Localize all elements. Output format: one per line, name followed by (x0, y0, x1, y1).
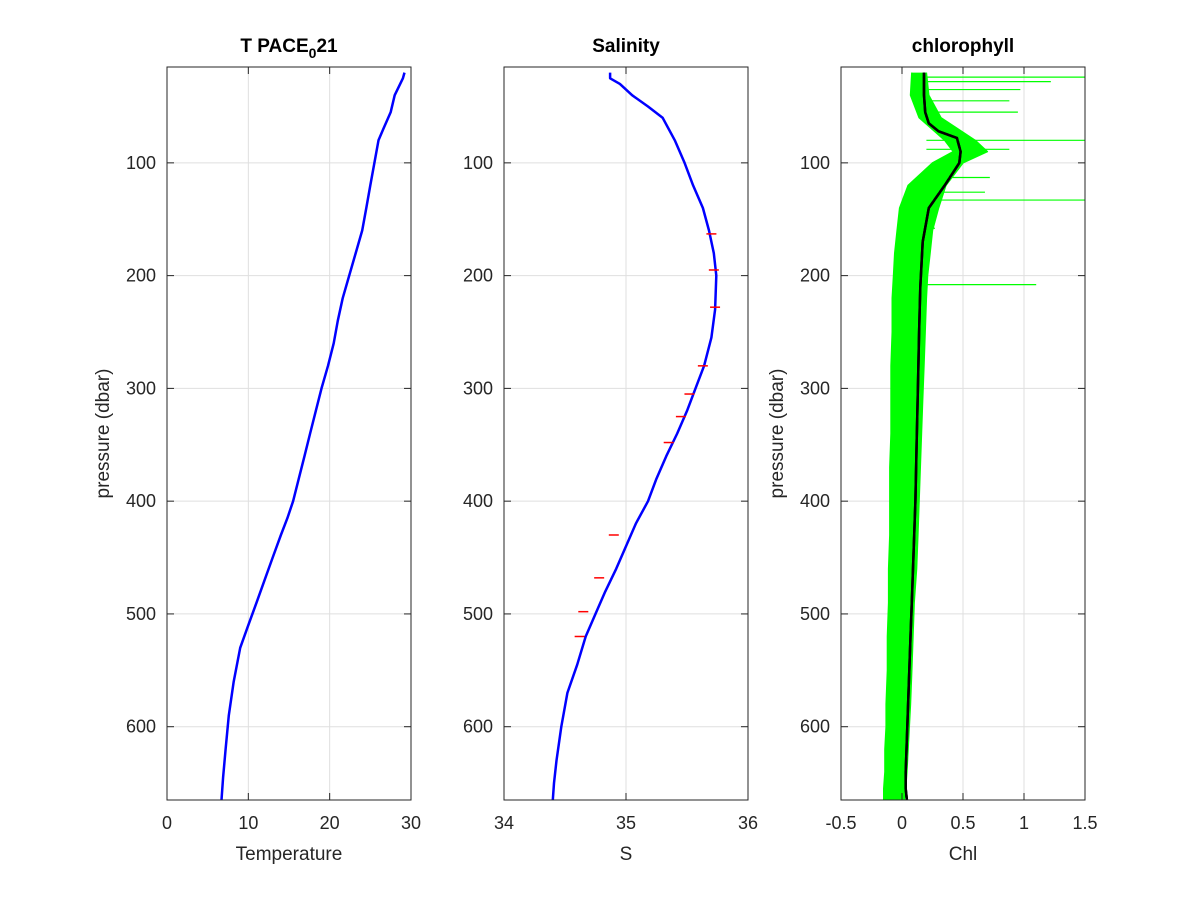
series-group (883, 72, 1085, 800)
series-line (551, 72, 718, 800)
y-tick-label: 400 (126, 491, 156, 511)
y-tick-label: 100 (463, 153, 493, 173)
y-tick-label: 300 (800, 378, 830, 398)
y-tick-label: 100 (800, 153, 830, 173)
chart-title: Salinity (592, 36, 660, 57)
x-axis-label: Chl (949, 844, 978, 865)
x-tick-label: 35 (616, 813, 636, 833)
x-tick-label: 34 (494, 813, 514, 833)
chart-title: chlorophyll (912, 36, 1014, 57)
series-group (220, 72, 406, 800)
y-axis-label: pressure (dbar) (93, 369, 114, 499)
y-tick-label: 300 (463, 378, 493, 398)
y-tick-label: 500 (800, 604, 830, 624)
y-tick-label: 100 (126, 153, 156, 173)
chart-title: T PACE021 (240, 36, 338, 61)
x-tick-label: 30 (401, 813, 421, 833)
x-tick-label: 20 (320, 813, 340, 833)
chart-panel-1: 0 10 20 30 100 200 300 400 500 600 Temperature pres… (93, 36, 421, 865)
x-tick-label: 10 (238, 813, 258, 833)
x-tick-label: 0 (162, 813, 172, 833)
x-tick-label: 36 (738, 813, 758, 833)
y-tick-label: 400 (463, 491, 493, 511)
axes-box (166, 66, 412, 801)
x-axis-label: S (620, 844, 633, 865)
y-tick-label: 200 (800, 266, 830, 286)
y-tick-label: 200 (463, 266, 493, 286)
chart-panel-2: 34 35 36 100 200 300 400 500 600 S Salinity (463, 36, 758, 865)
x-tick-label: -0.5 (825, 813, 856, 833)
series-line (883, 72, 954, 800)
y-tick-label: 500 (463, 604, 493, 624)
chart-panel-3: -0.5 0 0.5 1 1.5 100 200 300 400 500 600 Chl pressur… (767, 36, 1098, 865)
y-tick-label: 600 (800, 717, 830, 737)
plot-area (167, 67, 411, 800)
chl-mean-line (904, 72, 962, 800)
y-axis-label: pressure (dbar) (767, 369, 788, 499)
y-tick-label: 300 (126, 378, 156, 398)
y-tick-label: 400 (800, 491, 830, 511)
series-line (220, 72, 406, 800)
x-tick-label: 1 (1019, 813, 1029, 833)
y-tick-label: 500 (126, 604, 156, 624)
x-tick-label: 0 (897, 813, 907, 833)
y-tick-label: 600 (126, 717, 156, 737)
chl-envelope (883, 72, 988, 800)
y-tick-label: 600 (463, 717, 493, 737)
x-tick-label: 1.5 (1072, 813, 1097, 833)
x-tick-label: 0.5 (950, 813, 975, 833)
x-axis-label: Temperature (236, 844, 343, 865)
y-tick-label: 200 (126, 266, 156, 286)
series-group (551, 72, 721, 800)
